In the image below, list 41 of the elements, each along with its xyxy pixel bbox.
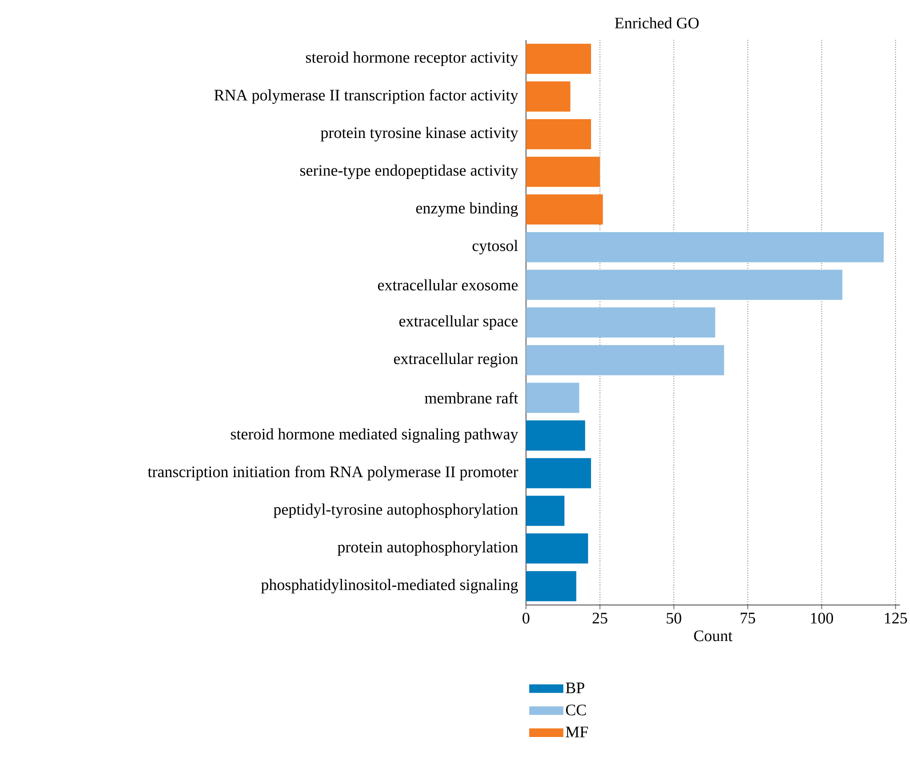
- y-tick-label: protein autophosphorylation: [338, 541, 518, 556]
- chart-title: Enriched GO: [614, 17, 699, 28]
- y-tick-label: serine-type endopeptidase activity: [300, 164, 518, 180]
- x-tick-label: 100: [811, 612, 834, 624]
- bar: [526, 119, 592, 150]
- bar: [526, 232, 884, 262]
- x-tick-label: 0: [522, 612, 530, 624]
- y-tick-label: enzyme binding: [416, 202, 518, 217]
- y-tick-label: protein tyrosine kinase activity: [320, 126, 518, 142]
- bar: [526, 496, 564, 526]
- y-tick-label: cytosol: [472, 240, 518, 254]
- y-tick-label: phosphatidylinositol-mediated signaling: [261, 578, 518, 594]
- y-tick-label: extracellular space: [399, 315, 518, 330]
- bar: [526, 156, 600, 187]
- legend-label: MF: [566, 726, 588, 738]
- y-tick-label: extracellular region: [394, 352, 518, 368]
- x-tick-label: 25: [592, 612, 608, 624]
- bar: [526, 458, 592, 488]
- bar: [526, 307, 716, 338]
- x-tick-label: 50: [666, 612, 682, 624]
- legend-label: CC: [566, 704, 586, 716]
- y-tick-label: RNA polymerase II transcription factor activity: [214, 89, 518, 104]
- bar: [526, 81, 570, 112]
- x-tick-label: 75: [740, 612, 756, 624]
- y-tick-label: transcription initiation from RNA polymerase II promoter: [148, 466, 518, 481]
- bar: [526, 533, 588, 564]
- y-tick-label: steroid hormone receptor activity: [306, 52, 518, 66]
- bar: [526, 44, 592, 74]
- bar: [526, 194, 603, 225]
- bar: [526, 382, 580, 413]
- bar: [526, 345, 724, 376]
- y-tick-label: membrane raft: [424, 392, 518, 404]
- bar: [526, 420, 586, 451]
- x-axis-title: Count: [694, 630, 732, 642]
- legend-label: BP: [566, 682, 584, 694]
- x-tick-label: 125: [884, 612, 907, 624]
- y-tick-label: steroid hormone mediated signaling pathway: [230, 428, 518, 443]
- y-tick-label: peptidyl-tyrosine autophosphorylation: [274, 504, 518, 518]
- bar: [526, 571, 576, 602]
- y-tick-label: extracellular exosome: [378, 279, 518, 290]
- bar: [526, 270, 842, 300]
